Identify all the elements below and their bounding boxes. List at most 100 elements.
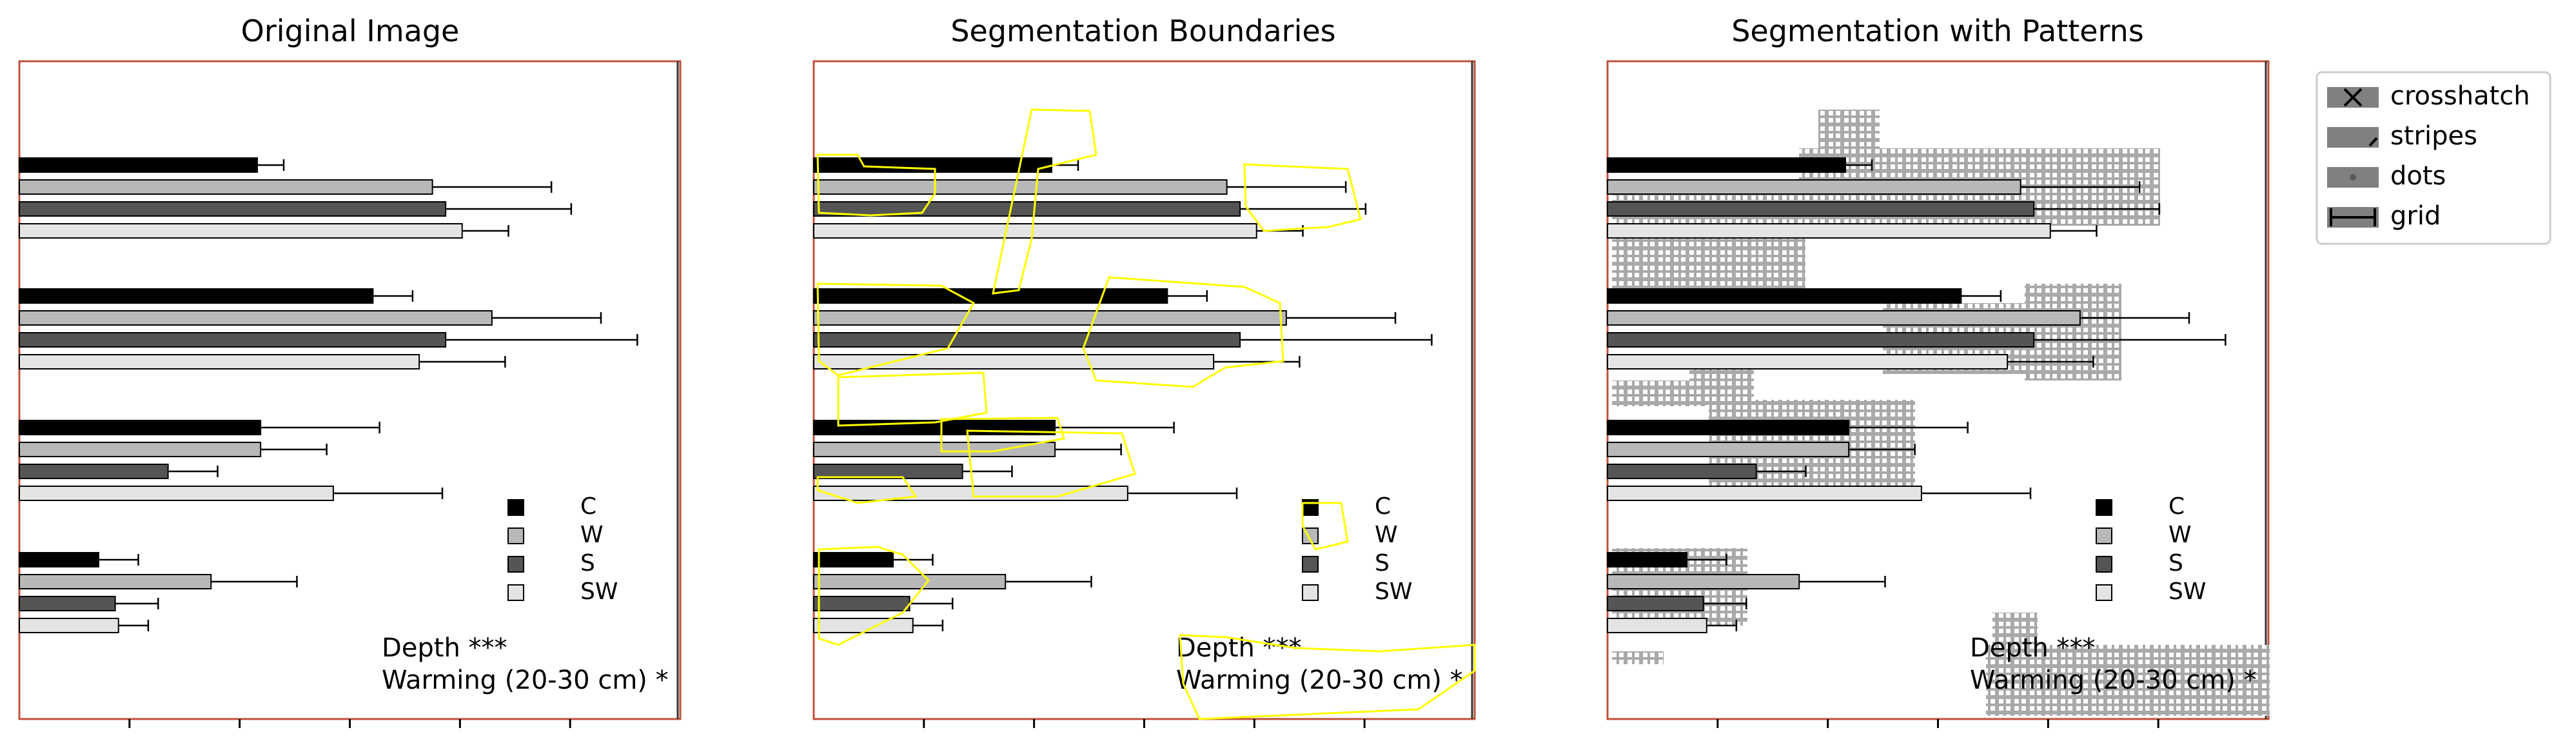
bar-sw [19, 223, 463, 239]
bar-w [19, 574, 212, 589]
bar-c [813, 288, 1168, 304]
inner-legend-label: SW [1375, 578, 1412, 605]
legend-label-stripes: stripes [2390, 121, 2477, 151]
inner-legend-label: W [2168, 522, 2192, 548]
inner-legend-label: C [580, 493, 596, 520]
bar-s [19, 332, 447, 348]
segmentation-boundary [818, 546, 930, 646]
segmentation-boundary [992, 108, 1097, 295]
panel-patterns: Segmentation with Patterns [1731, 14, 2144, 48]
bar-s [813, 201, 1241, 217]
inner-legend-label: W [580, 522, 604, 548]
inner-legend-label: SW [580, 578, 618, 605]
bar-sw [1607, 618, 1707, 633]
bar-w [813, 442, 1056, 457]
bar-c [813, 157, 1052, 173]
bar-s [19, 596, 116, 611]
bar-s [813, 596, 910, 611]
bar-c [1607, 288, 1962, 304]
annotation-line: Warming (20-30 cm) * [1176, 665, 1463, 695]
inner-legend-swatch [2096, 527, 2112, 544]
bar-s [1607, 332, 2035, 348]
bar-s [1607, 596, 1704, 611]
inner-legend-label: S [1375, 550, 1390, 576]
segmentation-boundary [816, 153, 936, 217]
inner-legend-label: S [2168, 550, 2183, 576]
bar-sw [1607, 354, 2009, 369]
legend-item-stripes: stripes [2327, 121, 2477, 151]
panel-title-original: Original Image [241, 14, 460, 48]
bar-w [19, 179, 433, 195]
inner-legend-swatch [507, 584, 524, 601]
bar-c [813, 552, 894, 567]
panel-boundaries: Segmentation Boundaries [950, 14, 1335, 48]
segmentation-boundary [940, 417, 1065, 453]
inner-legend-swatch [2096, 499, 2112, 516]
bar-sw [19, 486, 334, 501]
inner-legend-swatch [507, 527, 524, 544]
inner-legend-label: W [1375, 522, 1398, 548]
bar-w [1607, 442, 1850, 457]
bar-w [813, 574, 1007, 589]
bar-c [19, 552, 99, 567]
bar-c [19, 420, 262, 435]
inner-legend-swatch [2096, 584, 2112, 601]
inner-legend-label: SW [2168, 578, 2206, 605]
bar-w [1607, 574, 1800, 589]
legend-frame [2315, 71, 2551, 245]
inner-legend-swatch [1302, 556, 1319, 573]
legend-label-crosshatch: crosshatch [2390, 81, 2530, 111]
legend-item-grid: grid [2327, 201, 2441, 231]
legend-item-crosshatch: crosshatch [2327, 81, 2530, 111]
pattern-region [1612, 651, 1664, 664]
segmentation-boundary [966, 429, 1136, 498]
bar-s [1607, 201, 2035, 217]
bar-sw [19, 618, 119, 633]
bar-w [813, 310, 1287, 326]
bar-sw [813, 223, 1257, 239]
segmentation-boundary [816, 476, 918, 504]
bar-sw [813, 618, 914, 633]
segmentation-boundary [1179, 634, 1476, 720]
bar-c [1607, 552, 1687, 567]
bar-w [19, 442, 262, 457]
bar-s [19, 201, 447, 217]
bar-c [1607, 420, 1850, 435]
crosshatch-icon [2343, 88, 2363, 107]
bar-c [19, 157, 258, 173]
bar-s [813, 332, 1241, 348]
segmentation-boundary [837, 371, 988, 427]
bar-sw [19, 354, 420, 369]
segmentation-boundary [1082, 276, 1284, 388]
grid-icon [2330, 208, 2376, 226]
dots-icon [2350, 174, 2356, 181]
inner-legend-swatch [2096, 556, 2112, 573]
segmentation-boundary [816, 282, 976, 377]
inner-legend-swatch [1302, 584, 1319, 601]
annotation-line: Depth *** [1176, 633, 1302, 663]
inner-legend-label: C [2168, 493, 2185, 520]
pattern-region [2025, 284, 2121, 380]
annotation-line: Warming (20-30 cm) * [382, 665, 669, 695]
segmentation-boundary [1301, 502, 1349, 551]
bar-s [19, 464, 169, 479]
inner-legend-label: S [580, 550, 595, 576]
bar-w [1607, 179, 2021, 195]
bar-sw [1607, 486, 1922, 501]
stripes-icon [2368, 137, 2378, 147]
legend-item-dots: dots [2327, 161, 2446, 191]
legend-label-dots: dots [2390, 161, 2446, 191]
legend-label-grid: grid [2390, 201, 2441, 231]
inner-legend-swatch [507, 556, 524, 573]
inner-legend-label: C [1375, 493, 1391, 520]
inner-legend-swatch [507, 499, 524, 516]
panel-title-boundaries: Segmentation Boundaries [950, 14, 1335, 48]
panel-original: Original Image [241, 14, 460, 48]
bar-sw [813, 486, 1128, 501]
bar-c [19, 288, 374, 304]
